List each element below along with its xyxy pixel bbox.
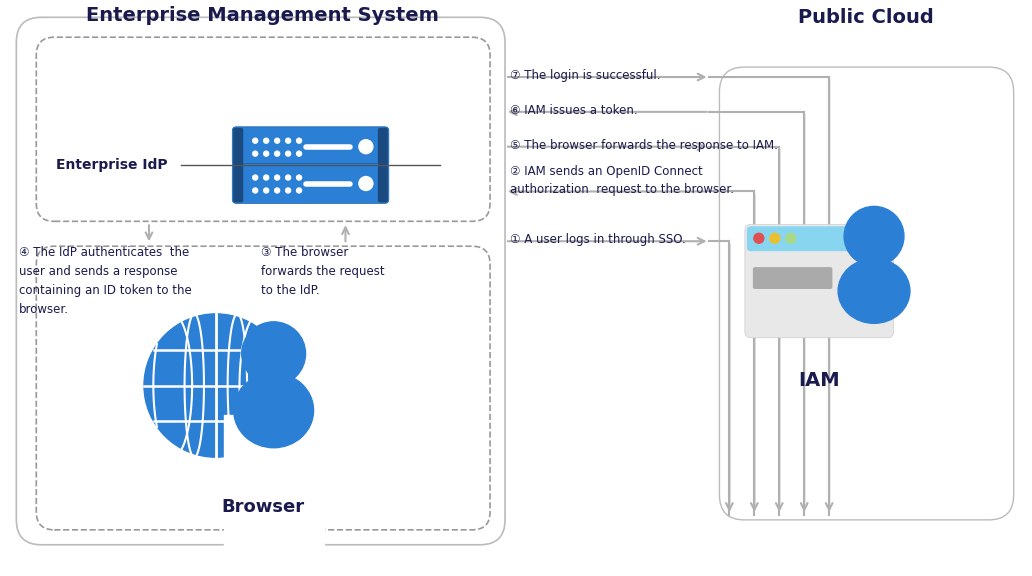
Circle shape <box>286 151 291 156</box>
Text: ⑦ The login is successful.: ⑦ The login is successful. <box>510 69 660 82</box>
Circle shape <box>286 175 291 180</box>
Circle shape <box>844 206 904 266</box>
Text: Enterprise IdP: Enterprise IdP <box>56 158 168 172</box>
Circle shape <box>253 175 258 180</box>
FancyBboxPatch shape <box>232 127 389 166</box>
Circle shape <box>264 175 268 180</box>
FancyBboxPatch shape <box>232 164 389 203</box>
Text: ① A user logs in through SSO.: ① A user logs in through SSO. <box>510 233 686 246</box>
Bar <box>224 415 323 576</box>
Circle shape <box>296 175 301 180</box>
Circle shape <box>275 175 280 180</box>
Circle shape <box>264 138 268 143</box>
Circle shape <box>241 322 305 385</box>
Text: ③ The browser
forwards the request
to the IdP.: ③ The browser forwards the request to th… <box>261 246 384 297</box>
Circle shape <box>144 314 288 457</box>
Text: ② IAM sends an OpenID Connect
authorization  request to the browser.: ② IAM sends an OpenID Connect authorizat… <box>510 165 734 196</box>
FancyBboxPatch shape <box>719 67 1013 520</box>
FancyBboxPatch shape <box>233 165 244 202</box>
Text: ⑥ IAM issues a token.: ⑥ IAM issues a token. <box>510 104 638 117</box>
Circle shape <box>264 188 268 193</box>
Circle shape <box>753 233 764 243</box>
FancyBboxPatch shape <box>378 128 388 165</box>
Circle shape <box>359 140 373 154</box>
Circle shape <box>286 138 291 143</box>
Circle shape <box>275 138 280 143</box>
FancyBboxPatch shape <box>378 165 388 202</box>
Circle shape <box>264 151 268 156</box>
Text: Enterprise Management System: Enterprise Management System <box>87 6 440 25</box>
Circle shape <box>253 151 258 156</box>
Circle shape <box>296 151 301 156</box>
Circle shape <box>253 138 258 143</box>
Circle shape <box>296 138 301 143</box>
FancyBboxPatch shape <box>17 17 505 545</box>
Circle shape <box>296 188 301 193</box>
FancyBboxPatch shape <box>36 37 490 221</box>
FancyBboxPatch shape <box>233 128 244 165</box>
Text: Browser: Browser <box>221 498 304 516</box>
Text: Public Cloud: Public Cloud <box>798 8 934 27</box>
FancyBboxPatch shape <box>753 267 833 289</box>
Text: IAM: IAM <box>799 371 840 390</box>
Text: ④ The IdP authenticates  the
user and sends a response
containing an ID token to: ④ The IdP authenticates the user and sen… <box>20 246 192 316</box>
Circle shape <box>253 188 258 193</box>
Text: ⑤ The browser forwards the response to IAM.: ⑤ The browser forwards the response to I… <box>510 139 778 151</box>
Circle shape <box>770 233 780 243</box>
Circle shape <box>275 151 280 156</box>
Circle shape <box>275 188 280 193</box>
Circle shape <box>785 233 796 243</box>
FancyBboxPatch shape <box>36 246 490 530</box>
Circle shape <box>286 188 291 193</box>
Ellipse shape <box>234 373 314 448</box>
Ellipse shape <box>838 259 910 323</box>
Circle shape <box>359 176 373 191</box>
FancyBboxPatch shape <box>747 226 892 251</box>
FancyBboxPatch shape <box>745 224 894 338</box>
